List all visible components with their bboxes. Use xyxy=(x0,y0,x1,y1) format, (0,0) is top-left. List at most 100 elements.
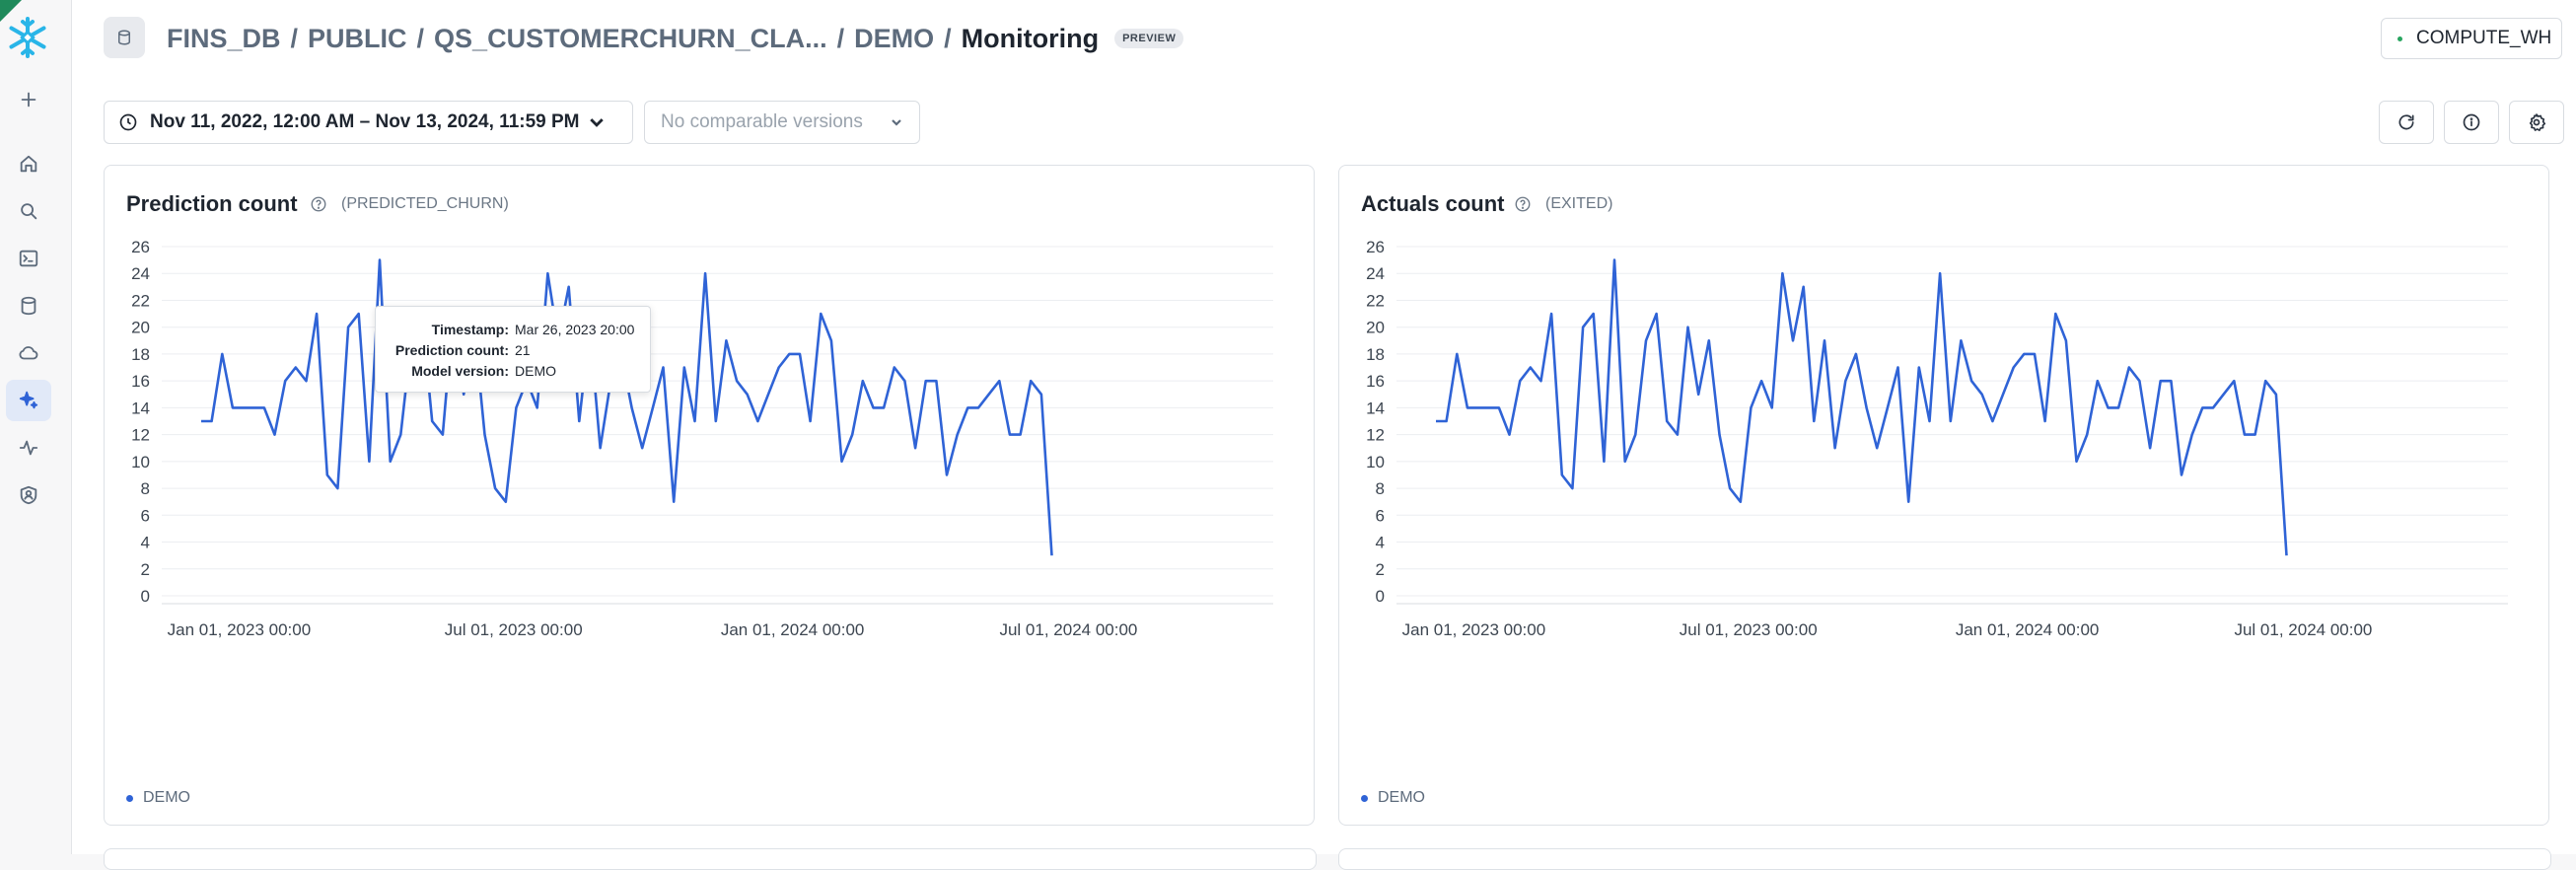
panel-title: Prediction count xyxy=(126,191,298,216)
breadcrumb: FINS_DB / PUBLIC / QS_CUSTOMERCHURN_CLA.… xyxy=(167,20,1184,57)
nav-search-button[interactable] xyxy=(6,190,51,232)
warehouse-name: COMPUTE_WH xyxy=(2416,28,2552,48)
breadcrumb-separator: / xyxy=(836,23,845,53)
nav-terminal-button[interactable] xyxy=(6,238,51,279)
legend-label: DEMO xyxy=(143,789,190,806)
y-tick-label: 16 xyxy=(131,372,150,391)
breadcrumb-schema[interactable]: PUBLIC xyxy=(308,23,407,53)
y-tick-label: 16 xyxy=(1366,372,1385,391)
y-tick-label: 10 xyxy=(1366,453,1385,471)
y-tick-label: 20 xyxy=(131,319,150,337)
terminal-icon xyxy=(19,250,38,267)
legend-item[interactable]: DEMO xyxy=(126,789,190,807)
panel-column-label: (PREDICTED_CHURN) xyxy=(341,195,509,212)
y-tick-label: 12 xyxy=(1366,426,1385,445)
breadcrumb-model[interactable]: QS_CUSTOMERCHURN_CLA... xyxy=(434,23,827,53)
warehouse-selector[interactable]: COMPUTE_WH xyxy=(2381,18,2562,59)
snowflake-logo-icon[interactable] xyxy=(4,14,51,61)
cloud-icon xyxy=(19,346,38,360)
database-icon xyxy=(21,296,36,316)
refresh-button[interactable] xyxy=(2379,101,2434,144)
y-tick-label: 8 xyxy=(141,479,150,498)
legend-swatch xyxy=(126,794,133,802)
gear-icon xyxy=(2529,113,2546,131)
y-tick-label: 20 xyxy=(1366,319,1385,337)
tooltip-key: Prediction count: xyxy=(394,341,509,358)
x-tick-label: Jul 01, 2024 00:00 xyxy=(999,620,1137,639)
date-range-picker[interactable]: Nov 11, 2022, 12:00 AM – Nov 13, 2024, 1… xyxy=(104,101,633,144)
y-tick-label: 18 xyxy=(131,345,150,364)
y-tick-label: 6 xyxy=(141,506,150,525)
add-icon xyxy=(21,92,36,108)
breadcrumb-database[interactable]: FINS_DB xyxy=(167,23,281,53)
y-tick-label: 4 xyxy=(1376,534,1385,552)
y-tick-label: 0 xyxy=(141,587,150,606)
x-tick-label: Jul 01, 2023 00:00 xyxy=(445,620,583,639)
y-tick-label: 4 xyxy=(141,534,150,552)
nav-add-button[interactable] xyxy=(6,79,51,120)
chevron-down-icon xyxy=(892,119,901,126)
y-tick-label: 6 xyxy=(1376,506,1385,525)
nav-cloud-button[interactable] xyxy=(6,332,51,374)
tooltip-version: DEMO xyxy=(515,362,556,379)
info-icon xyxy=(2463,113,2480,131)
y-tick-label: 26 xyxy=(131,238,150,256)
y-tick-label: 22 xyxy=(1366,291,1385,310)
settings-button[interactable] xyxy=(2509,101,2564,144)
page-title: Monitoring xyxy=(961,23,1100,53)
breadcrumb-separator: / xyxy=(290,23,299,53)
date-range-label: Nov 11, 2022, 12:00 AM – Nov 13, 2024, 1… xyxy=(150,111,580,132)
tooltip-key: Model version: xyxy=(411,362,509,379)
panel-column-label: (EXITED) xyxy=(1545,195,1613,212)
shield-user-icon xyxy=(20,485,37,505)
y-tick-label: 24 xyxy=(131,264,150,283)
y-tick-label: 18 xyxy=(1366,345,1385,364)
activity-icon xyxy=(19,440,38,456)
legend-item[interactable]: DEMO xyxy=(1361,789,1425,807)
y-tick-label: 2 xyxy=(141,560,150,579)
refresh-icon xyxy=(2398,114,2414,130)
nav-ai-sparkle-button[interactable] xyxy=(6,380,51,421)
panel-title: Actuals count xyxy=(1361,191,1505,216)
tooltip-key: Timestamp: xyxy=(431,321,509,337)
tooltip-count: 21 xyxy=(515,341,531,358)
nav-home-button[interactable] xyxy=(6,143,51,184)
help-icon[interactable] xyxy=(310,195,327,213)
chevron-down-icon xyxy=(590,118,604,127)
legend-label: DEMO xyxy=(1378,789,1425,806)
model-object-icon[interactable] xyxy=(104,17,145,58)
breadcrumb-version[interactable]: DEMO xyxy=(854,23,935,53)
home-icon xyxy=(20,155,37,173)
legend-swatch xyxy=(1361,794,1368,802)
nav-database-button[interactable] xyxy=(6,285,51,326)
next-panel-stub xyxy=(1338,848,2551,870)
breadcrumb-separator: / xyxy=(416,23,425,53)
x-tick-label: Jan 01, 2023 00:00 xyxy=(168,620,312,639)
y-tick-label: 24 xyxy=(1366,264,1385,283)
warehouse-status-dot xyxy=(2397,36,2402,41)
nav-activity-button[interactable] xyxy=(6,427,51,469)
nav-shield-user-button[interactable] xyxy=(6,474,51,516)
y-tick-label: 8 xyxy=(1376,479,1385,498)
x-tick-label: Jul 01, 2024 00:00 xyxy=(2234,620,2372,639)
series-line-demo[interactable] xyxy=(1436,258,2288,556)
help-icon[interactable] xyxy=(1514,195,1532,213)
main-content: FINS_DB / PUBLIC / QS_CUSTOMERCHURN_CLA.… xyxy=(72,0,2576,870)
chart-tooltip: Timestamp: Mar 26, 2023 20:00 Prediction … xyxy=(375,306,651,393)
y-tick-label: 14 xyxy=(131,399,150,417)
preview-badge: PREVIEW xyxy=(1114,29,1184,48)
x-tick-label: Jul 01, 2023 00:00 xyxy=(1680,620,1818,639)
version-placeholder: No comparable versions xyxy=(661,111,863,132)
comparable-version-select[interactable]: No comparable versions xyxy=(644,101,920,144)
x-tick-label: Jan 01, 2024 00:00 xyxy=(1956,620,2100,639)
corner-flag xyxy=(0,0,22,22)
info-button[interactable] xyxy=(2444,101,2499,144)
clock-icon xyxy=(119,113,137,131)
y-tick-label: 12 xyxy=(131,426,150,445)
search-icon xyxy=(21,203,37,220)
y-tick-label: 14 xyxy=(1366,399,1385,417)
y-tick-label: 2 xyxy=(1376,560,1385,579)
